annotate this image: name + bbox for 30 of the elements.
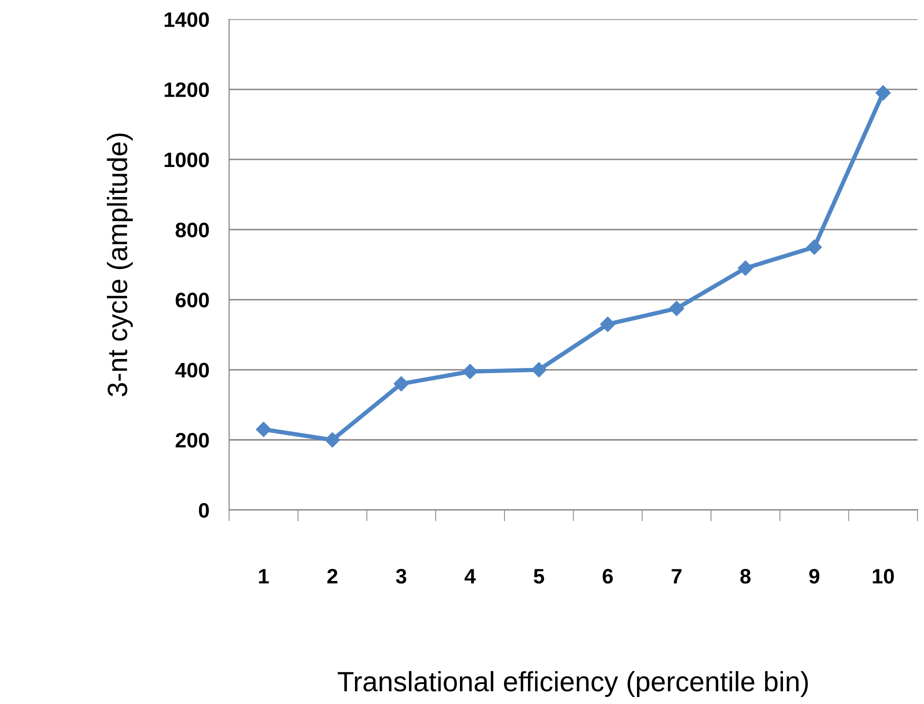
y-axis-title: 3-nt cycle (amplitude) [106,134,133,396]
x-tick-label: 2 [327,568,338,584]
point [876,85,891,100]
point [531,362,546,378]
point [394,376,409,392]
point [462,364,478,380]
y-tick-label: 200 [176,432,209,448]
point [669,300,684,316]
x-tick-label: 1 [259,569,269,584]
y-tick-label: 1200 [164,82,209,98]
y-tick-label: 400 [175,362,209,378]
point [256,422,272,437]
x-tick-label: 5 [534,569,544,584]
point [806,240,822,255]
point [600,316,616,332]
x-tick-label: 7 [672,569,682,584]
x-tick-label: 8 [740,568,751,584]
x-tick-label: 9 [809,568,820,584]
x-tick-label: 4 [464,569,476,584]
y-tick-label: 600 [176,292,209,308]
y-tick-label: 1400 [164,12,209,28]
y-tick-label: 800 [176,222,209,238]
x-tick-label: 6 [602,568,613,584]
point [738,260,754,276]
x-tick-label: 10 [872,568,894,584]
point [324,432,340,448]
x-tick-label: 3 [396,568,406,584]
x-axis-title: Translational efficiency (percentile bin) [338,671,808,697]
y-tick-label: 1000 [164,152,209,168]
y-tick-label: 0 [198,502,209,518]
